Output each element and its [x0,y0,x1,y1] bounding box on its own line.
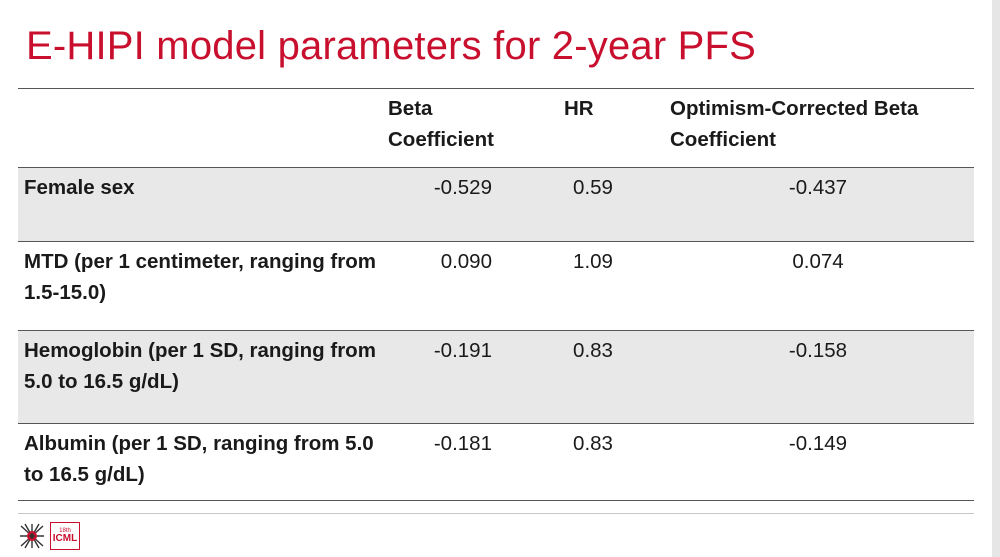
conference-logo: 18th ICML [18,520,80,552]
row-variable: Albumin (per 1 SD, ranging from 5.0 to 1… [24,432,374,486]
logo-edition: 18th [59,528,71,534]
row-beta: 0.090 [440,250,492,273]
table-row: Female sex -0.529 0.59 -0.437 [18,167,974,242]
row-optimism: -0.149 [788,432,848,455]
slide-edge [992,0,1000,557]
table-row: Albumin (per 1 SD, ranging from 5.0 to 1… [18,423,974,501]
row-hr: 0.59 [573,176,613,199]
row-optimism: 0.074 [792,250,844,273]
lymphocyte-icon [20,523,44,549]
table-row: Hemoglobin (per 1 SD, ranging from 5.0 t… [18,330,974,424]
icml-badge: 18th ICML [50,522,80,550]
row-optimism: -0.158 [788,339,848,362]
parameters-table: Beta Coefficient HR Optimism-Corrected B… [18,88,974,501]
logo-text: ICML [52,533,78,544]
slide-title: E-HIPI model parameters for 2-year PFS [26,24,757,68]
footer-divider [18,513,974,514]
table-header-row: Beta Coefficient HR Optimism-Corrected B… [18,88,974,168]
row-variable: MTD (per 1 centimeter, ranging from 1.5-… [24,250,376,304]
row-hr: 0.83 [573,339,613,362]
row-beta: -0.181 [433,432,492,455]
row-beta: -0.529 [433,176,492,199]
row-beta: -0.191 [433,339,492,362]
header-optimism-corrected: Optimism-Corrected Beta Coefficient [670,97,919,151]
header-hr: HR [564,97,594,120]
row-optimism: -0.437 [788,176,848,199]
row-variable: Female sex [24,176,135,199]
header-beta-coefficient: Beta Coefficient [388,97,494,151]
row-variable: Hemoglobin (per 1 SD, ranging from 5.0 t… [24,339,376,393]
row-hr: 1.09 [573,250,613,273]
header-variable [18,89,388,168]
row-hr: 0.83 [573,432,613,455]
table-row: MTD (per 1 centimeter, ranging from 1.5-… [18,241,974,331]
